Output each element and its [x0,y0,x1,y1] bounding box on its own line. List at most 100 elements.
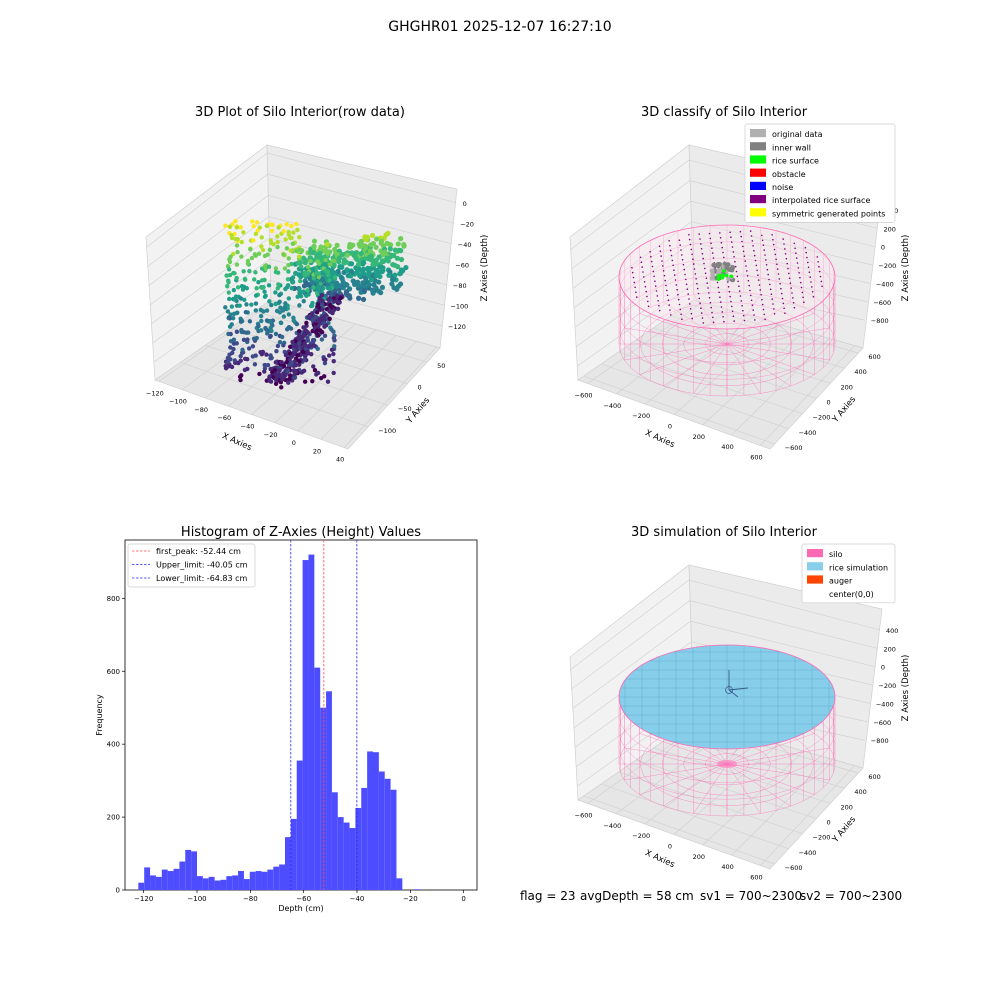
data-point [309,303,315,308]
interpolated-surface-point [743,255,746,257]
data-point [341,257,347,263]
data-point [295,294,300,300]
data-point [267,299,272,304]
silo-wire [663,301,728,345]
silo-bottom-center [717,760,737,768]
z-tick-label: −20 [460,220,474,228]
data-point [304,320,309,326]
x-tick-label: −100 [187,895,206,903]
depth-histogram: Histogram of Z-Axies (Height) Values −12… [95,525,478,913]
interpolated-surface-point [673,269,675,272]
data-point [289,223,294,229]
interpolated-surface-point [761,298,763,301]
data-point [265,362,271,368]
data-point [338,274,345,281]
interpolated-surface-point [676,289,678,291]
figure-title: GHGHR01 2025-12-07 16:27:10 [388,19,611,35]
data-point [345,267,351,273]
data-point [241,337,247,343]
data-point [234,262,240,267]
data-point [297,234,302,240]
histogram-bar [243,879,250,890]
interpolated-surface-point [660,255,662,257]
simulation-legend: silo rice simulation auger center(0,0) [801,543,896,604]
data-point [294,221,299,227]
interpolated-surface-point [674,279,677,281]
data-point [297,341,302,346]
data-point [286,262,291,268]
grid-line [572,200,691,289]
grid-line [158,300,275,382]
legend-label: rice surface [772,157,819,166]
interpolated-surface-point [776,263,778,266]
data-point [285,283,291,288]
data-point [310,249,317,256]
interpolated-surface-point [650,255,652,258]
data-point [300,255,307,261]
data-point [297,303,302,308]
data-point [305,288,310,293]
data-point [327,278,332,283]
interpolated-surface-point [792,302,795,304]
legend-swatch [807,575,823,584]
interpolated-surface-point [673,274,676,276]
grid-line [254,310,428,363]
grid-line [180,362,369,428]
histogram-bar [138,882,145,890]
data-point [315,346,320,352]
data-point [268,333,273,339]
y-tick-label: −600 [785,864,803,872]
data-point [262,277,267,283]
x-tick-label: −40 [241,423,255,431]
data-point [282,266,288,271]
data-point [319,292,325,298]
data-point [233,218,238,224]
legend-label: first_peak: -52.44 cm [156,547,241,556]
x-tick-label: −600 [575,391,593,399]
data-point [264,327,269,332]
raw-z-axis-label: Z Axies (Depth) [480,235,490,302]
histogram-bar [144,867,151,890]
data-point [315,284,321,289]
interpolated-surface-point [740,300,743,302]
interpolated-surface-point [632,276,635,279]
data-point [340,279,346,285]
original-data-point [709,275,715,281]
data-point [331,351,336,357]
legend-swatch [807,562,823,571]
silo-wire [726,763,815,795]
x-tick-label: 600 [750,874,762,882]
data-point [289,235,294,241]
grid-line [692,242,870,284]
grid-line [148,195,269,287]
data-point [273,372,279,377]
silo-wire [726,763,830,781]
data-point [321,374,327,379]
data-point [225,355,231,361]
interpolated-surface-point [711,252,714,254]
data-point [321,317,327,322]
data-point [243,309,249,315]
interpolated-surface-point [705,277,708,280]
interpolated-surface-point [668,304,670,306]
interpolated-surface-point [762,244,765,246]
rice-surface-point [716,274,721,278]
data-point [360,266,367,272]
rice-surface-point [729,274,734,278]
legend-swatch [750,208,766,217]
silo-wire [639,313,728,345]
data-point [231,251,236,257]
z-tick-label: −600 [873,299,891,307]
data-point [235,310,240,315]
data-point [226,331,231,337]
interpolated-surface-point [742,245,744,248]
data-point [243,356,248,362]
interpolated-surface-point [745,265,747,267]
x-tick-label: 400 [721,863,733,871]
interpolated-surface-point [649,251,651,253]
grid-line [690,620,876,668]
legend-label: silo [829,550,843,559]
grid-line [320,341,417,440]
interpolated-surface-point [678,303,681,306]
interpolated-surface-point [781,297,784,300]
